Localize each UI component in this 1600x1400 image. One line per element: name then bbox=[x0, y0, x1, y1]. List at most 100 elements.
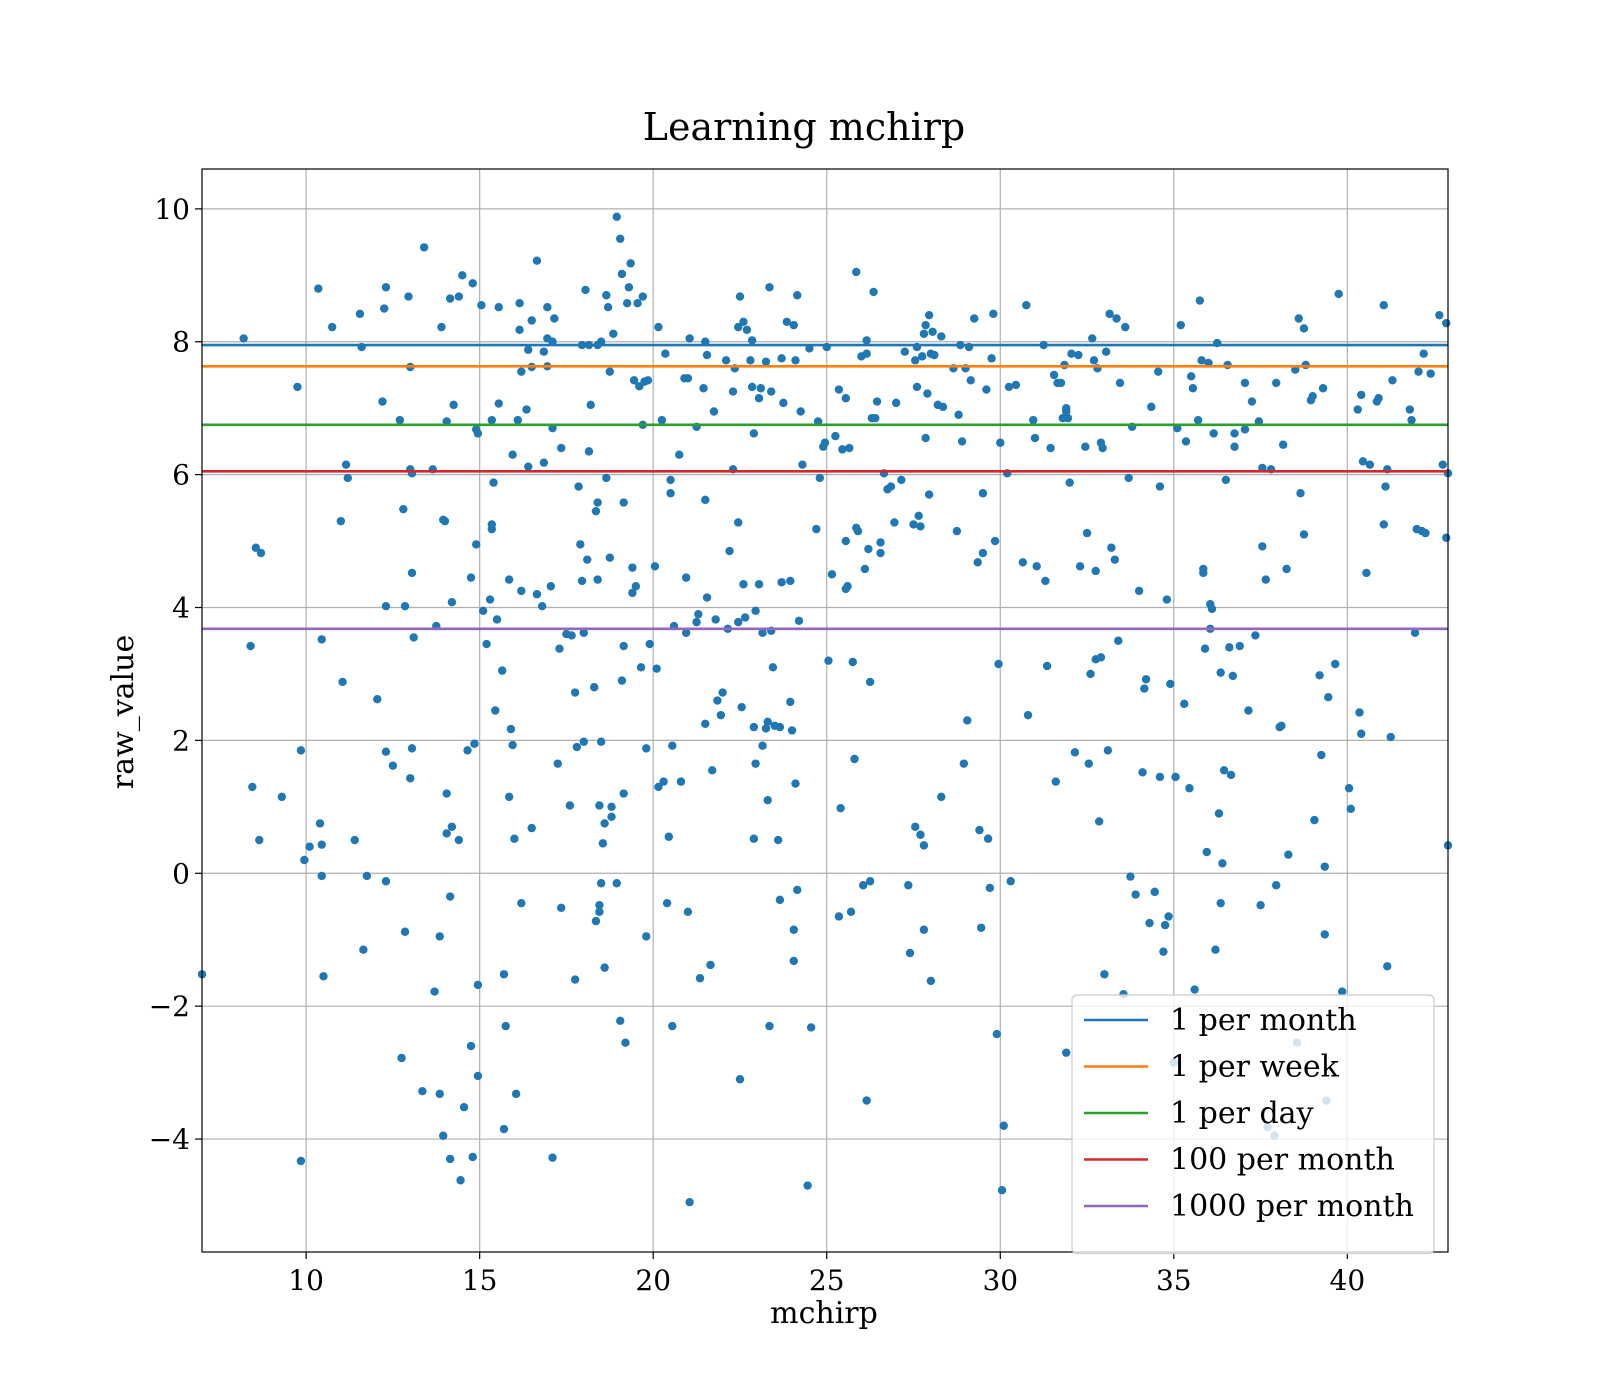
data-point bbox=[246, 641, 255, 651]
data-point bbox=[524, 462, 533, 471]
data-point bbox=[430, 987, 439, 996]
legend-label: 1000 per month bbox=[1170, 1189, 1414, 1224]
y-axis-label: raw_value bbox=[106, 635, 141, 789]
data-point bbox=[1410, 628, 1420, 637]
data-point bbox=[675, 450, 684, 459]
data-point bbox=[624, 283, 634, 292]
data-point bbox=[603, 302, 613, 312]
data-point bbox=[845, 443, 854, 453]
data-point bbox=[860, 564, 870, 574]
data-point bbox=[997, 1186, 1007, 1195]
data-point bbox=[1346, 804, 1356, 814]
data-point bbox=[487, 524, 497, 534]
data-point bbox=[598, 839, 608, 848]
data-point bbox=[756, 384, 765, 393]
data-point bbox=[454, 292, 464, 301]
data-point bbox=[1006, 877, 1015, 886]
y-tick-label: −2 bbox=[149, 990, 190, 1023]
data-point bbox=[293, 382, 302, 392]
grid-lines bbox=[202, 169, 1448, 1252]
data-point bbox=[1199, 564, 1208, 574]
x-axis-label: mchirp bbox=[770, 1296, 878, 1331]
data-point bbox=[763, 795, 772, 805]
data-point bbox=[843, 582, 852, 591]
data-point bbox=[1153, 367, 1163, 376]
data-point bbox=[685, 1197, 694, 1207]
data-point bbox=[362, 871, 372, 881]
data-point bbox=[572, 742, 582, 752]
data-point bbox=[645, 639, 654, 649]
data-point bbox=[591, 506, 601, 516]
data-point bbox=[407, 744, 417, 753]
data-point bbox=[652, 664, 661, 673]
data-point bbox=[1082, 528, 1092, 538]
data-point bbox=[1029, 415, 1038, 425]
data-point bbox=[793, 291, 802, 300]
data-point bbox=[1414, 367, 1423, 376]
data-point bbox=[1124, 473, 1133, 483]
data-point bbox=[1018, 558, 1028, 567]
data-point bbox=[1181, 437, 1191, 446]
data-point bbox=[504, 575, 514, 584]
data-point bbox=[850, 754, 859, 764]
data-point bbox=[900, 347, 910, 356]
data-point bbox=[419, 243, 429, 252]
legend-label: 1 per month bbox=[1170, 1003, 1357, 1038]
data-point bbox=[1103, 746, 1113, 755]
data-point bbox=[777, 354, 786, 363]
data-point bbox=[1355, 708, 1364, 717]
data-point bbox=[555, 644, 564, 653]
data-point bbox=[1074, 350, 1083, 360]
data-point bbox=[897, 475, 906, 485]
data-point bbox=[617, 269, 627, 279]
data-point bbox=[987, 354, 996, 363]
data-point bbox=[796, 407, 805, 416]
data-point bbox=[607, 802, 616, 812]
data-point bbox=[701, 495, 710, 505]
data-point bbox=[449, 400, 458, 410]
data-point bbox=[739, 317, 748, 327]
x-tick-label: 40 bbox=[1330, 1264, 1366, 1297]
data-point bbox=[706, 960, 715, 970]
y-tick-label: 4 bbox=[172, 592, 190, 625]
data-point bbox=[1075, 562, 1085, 571]
data-point bbox=[359, 945, 368, 954]
y-tick-label: −4 bbox=[149, 1123, 190, 1156]
data-point bbox=[456, 1176, 465, 1185]
data-point bbox=[1334, 289, 1343, 299]
data-point bbox=[477, 301, 486, 310]
data-point bbox=[1042, 661, 1052, 671]
data-point bbox=[522, 405, 531, 414]
data-point bbox=[865, 677, 875, 687]
data-point bbox=[775, 895, 785, 905]
data-point bbox=[827, 570, 837, 579]
data-point bbox=[435, 932, 444, 941]
data-point bbox=[1299, 324, 1309, 333]
data-point bbox=[666, 475, 675, 485]
data-point bbox=[506, 724, 516, 734]
data-point bbox=[1388, 376, 1397, 385]
data-point bbox=[992, 1029, 1002, 1039]
data-point bbox=[447, 598, 457, 607]
data-point bbox=[886, 482, 896, 491]
data-point bbox=[815, 473, 824, 483]
data-point bbox=[1022, 301, 1031, 310]
data-point bbox=[581, 285, 590, 295]
data-point bbox=[1218, 859, 1227, 868]
data-point bbox=[737, 702, 746, 712]
data-point bbox=[576, 540, 585, 549]
data-point bbox=[442, 789, 451, 798]
data-point bbox=[1105, 309, 1114, 319]
data-point bbox=[685, 334, 694, 343]
data-point bbox=[1046, 443, 1055, 453]
data-point bbox=[1240, 378, 1250, 388]
data-point bbox=[1121, 322, 1130, 332]
data-point bbox=[468, 1152, 477, 1162]
data-point bbox=[1176, 320, 1185, 330]
data-point bbox=[317, 840, 326, 849]
data-point bbox=[1160, 920, 1170, 930]
data-point bbox=[602, 473, 611, 483]
data-point bbox=[1258, 542, 1267, 551]
data-point bbox=[596, 737, 606, 746]
data-point bbox=[539, 458, 549, 467]
